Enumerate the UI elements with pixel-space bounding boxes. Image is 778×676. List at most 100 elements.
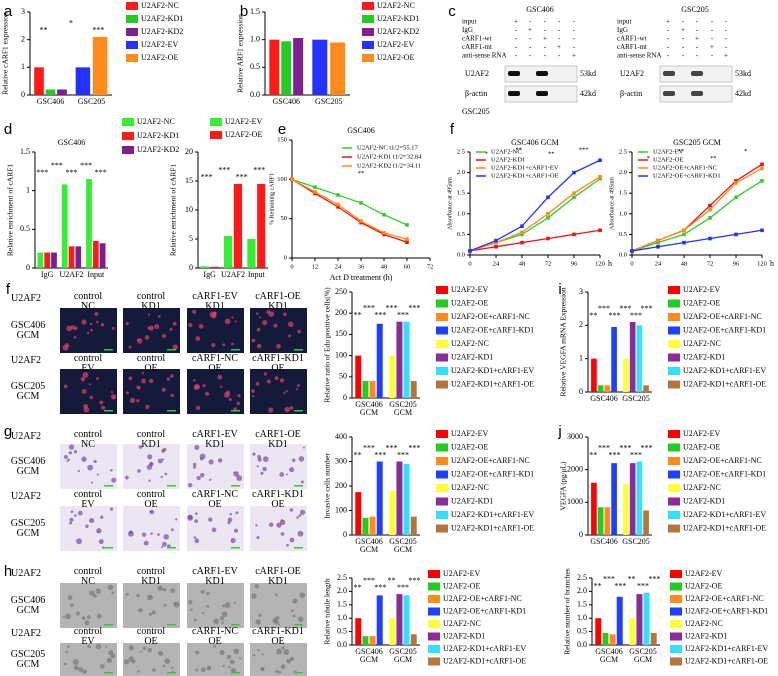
legend-swatch [670, 595, 682, 603]
micrograph-detail [280, 519, 284, 522]
micrograph-detail [136, 593, 140, 598]
blot-mark: - [573, 35, 576, 43]
micrograph-detail [295, 388, 299, 391]
legend-label: U2AF2-KD1 [451, 496, 493, 505]
row-gene: U2AF2 [10, 628, 42, 639]
blot-band [663, 91, 675, 96]
micrograph-detail [256, 343, 262, 349]
micrograph-detail [213, 644, 216, 648]
micrograph-detail [277, 623, 281, 626]
x-tick-label: GSC205 [314, 97, 343, 106]
line-marker [494, 240, 498, 245]
micrograph-detail [75, 611, 80, 616]
legend-label: U2AF2-OE+cARF1-NC [683, 312, 762, 321]
line-marker [656, 238, 660, 243]
y-tick-label: 1.0 [619, 210, 627, 217]
legend-swatch [122, 118, 134, 126]
legend-label: U2AF2-EV [443, 569, 481, 578]
bar [396, 461, 403, 535]
legend-label: U2AF2-OE [451, 442, 488, 451]
micrograph-detail [68, 444, 75, 450]
legend-label: U2AF2-OE [685, 581, 722, 590]
micrograph-detail [219, 649, 225, 655]
blot-mark: - [515, 43, 518, 51]
chart-title: GSC406 [58, 138, 86, 147]
legend-label: U2AF2-OE [683, 298, 720, 307]
y-tick-label: 1.0 [250, 34, 260, 43]
blot-mark: - [696, 18, 699, 26]
blot-mark: - [711, 26, 714, 34]
bar [233, 183, 243, 268]
micrograph-detail [67, 595, 73, 600]
micrograph-detail [234, 320, 237, 323]
bar [389, 355, 396, 398]
micrograph-detail [262, 466, 267, 472]
column-label: control OE [136, 489, 166, 510]
significance: ** [516, 146, 523, 153]
micrograph-detail [200, 589, 205, 594]
x-axis-label: Act D treatment (h) [330, 273, 393, 282]
blot-mark: - [558, 26, 561, 34]
micrograph-detail [296, 383, 300, 387]
column-label: cARF1-EV KD1 [192, 429, 238, 450]
scale-bar [294, 547, 303, 549]
bar [623, 358, 629, 392]
legend-swatch [668, 430, 680, 438]
x-tick-label: IgG [40, 270, 54, 279]
significance: * [69, 19, 73, 28]
micrograph-detail [206, 604, 210, 608]
blot-mark: - [573, 18, 576, 26]
legend-label: U2AF2-EV [683, 429, 721, 438]
bar [623, 484, 629, 535]
line-marker [760, 162, 764, 167]
column-label: control OE [136, 626, 166, 647]
significance: *** [619, 304, 631, 313]
scale-bar [294, 410, 303, 412]
significance: ** [589, 311, 597, 320]
micrograph-detail [254, 584, 259, 589]
legend-label: U2AF2-KD1+cARF1-EV [451, 510, 534, 519]
y-tick-label: 200 [335, 308, 347, 317]
blot-mark: - [682, 43, 685, 51]
micrograph-detail [211, 527, 217, 533]
legend-label: U2AF2-NC [451, 339, 489, 348]
bar [68, 246, 75, 268]
y-tick-label: 0.0 [577, 640, 587, 649]
micrograph-detail [72, 659, 79, 665]
blot-mark: - [529, 52, 532, 60]
legend-label: U2AF2-KD2 [141, 27, 183, 36]
legend-label: U2AF2-NC [683, 483, 721, 492]
x-tick-label: 0 [468, 260, 471, 267]
legend-label: U2AF2-OE [683, 442, 720, 451]
micrograph-detail [274, 619, 279, 625]
bar [629, 322, 636, 392]
micrograph-detail [128, 656, 135, 662]
y-tick-label: 0 [579, 387, 583, 396]
legend-swatch [668, 326, 680, 335]
legend-label: U2AF2-EV [451, 285, 489, 294]
micrograph-detail [257, 457, 262, 462]
column-label: control KD1 [136, 291, 166, 312]
micrograph-detail [145, 404, 150, 410]
blot-mark: - [696, 43, 699, 51]
legend-swatch [362, 54, 374, 62]
micrograph-detail [195, 668, 199, 672]
micrograph-detail [194, 512, 198, 515]
y-tick-label: 100 [335, 350, 347, 359]
blot-mark: - [558, 18, 561, 26]
micrograph-detail [69, 517, 74, 522]
bar [636, 461, 643, 535]
legend-swatch [122, 146, 134, 154]
bar [312, 39, 328, 95]
bar [389, 490, 396, 535]
column-label: control KD1 [136, 429, 166, 450]
micrograph-detail [89, 517, 95, 524]
legend-label: U2AF2-KD1+cARF1-OE [683, 523, 766, 532]
micrograph-detail [283, 649, 290, 656]
legend-label: U2AF2-EV [225, 117, 263, 126]
legend-label: U2AF2-KD1 [683, 496, 725, 505]
micrograph-detail [192, 462, 197, 467]
y-tick-label: 0.0 [619, 251, 627, 258]
micrograph-detail [278, 670, 282, 674]
bar [247, 239, 256, 268]
